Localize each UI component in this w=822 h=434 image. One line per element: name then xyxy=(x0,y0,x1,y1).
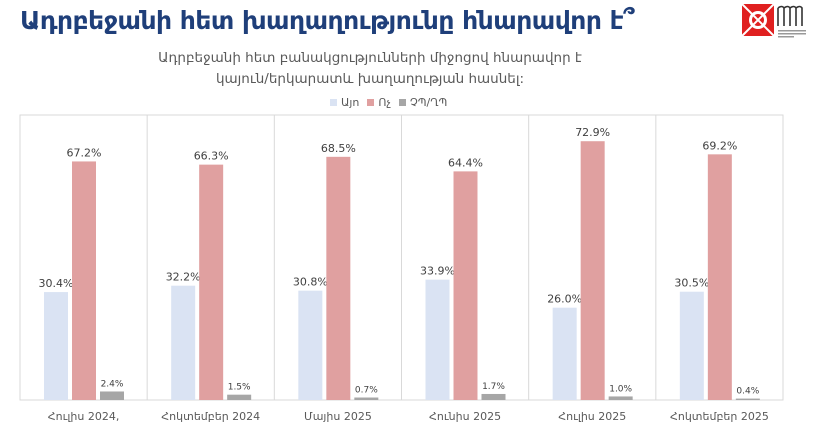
bar-yes xyxy=(298,290,323,400)
data-label: 69.2% xyxy=(702,139,737,152)
legend-label: Ոչ xyxy=(378,96,391,109)
bar-no xyxy=(326,156,351,400)
x-tick-label: Մայիս 2025 xyxy=(304,410,372,423)
bar-dk xyxy=(227,394,252,400)
data-label: 32.2% xyxy=(166,271,201,284)
legend-item-no: Ոչ xyxy=(367,96,391,109)
bar-dk xyxy=(481,393,506,400)
data-label: 26.0% xyxy=(547,293,582,306)
subtitle-line-2: կայուն/երկարատև խաղաղության հասնել: xyxy=(215,71,525,87)
bar-yes xyxy=(425,279,450,400)
bar-dk xyxy=(735,398,760,400)
bar-yes xyxy=(44,292,68,400)
data-label: 30.4% xyxy=(39,277,74,290)
data-label: 30.5% xyxy=(674,277,709,290)
x-tick-label: Հոկտեմբեր 2025 xyxy=(670,410,769,423)
bar-no xyxy=(199,164,224,400)
bar-no xyxy=(580,141,605,400)
data-label: 0.4% xyxy=(736,387,759,397)
legend-item-dk: ՉՊ/ՂՊ xyxy=(398,96,448,109)
data-label: 1.0% xyxy=(609,384,632,394)
data-label: 68.5% xyxy=(321,142,356,155)
data-label: 30.8% xyxy=(293,276,328,289)
logo xyxy=(741,3,806,38)
legend: Այո Ոչ ՉՊ/ՂՊ xyxy=(330,96,447,109)
data-label: 72.9% xyxy=(575,126,610,139)
data-label: 66.3% xyxy=(194,150,229,163)
legend-swatch xyxy=(330,99,337,106)
bar-no xyxy=(453,171,478,400)
bar-yes xyxy=(171,285,196,400)
bar-no xyxy=(72,161,96,400)
bar-yes xyxy=(679,291,704,400)
data-label: 1.7% xyxy=(482,382,505,392)
data-label: 1.5% xyxy=(228,383,251,393)
x-tick-label: Հուլիս 2024, xyxy=(48,410,120,423)
bar-dk xyxy=(608,396,633,400)
legend-item-yes: Այո xyxy=(330,96,359,109)
x-tick-label: Հոկտեմբեր 2024 xyxy=(161,410,260,423)
legend-label: ՉՊ/ՂՊ xyxy=(409,96,448,109)
x-tick-label: Հուլիս 2025 xyxy=(558,410,626,423)
bar-dk xyxy=(354,397,379,400)
bar-dk xyxy=(100,391,124,400)
x-tick-label: Հունիս 2025 xyxy=(429,410,501,423)
data-label: 67.2% xyxy=(67,146,102,159)
legend-label: Այո xyxy=(341,96,360,109)
chart-subtitle: Ադրբեջանի հետ բանակցությունների միջոցով … xyxy=(100,48,640,90)
data-label: 64.4% xyxy=(448,156,483,169)
bar-yes xyxy=(552,307,577,400)
chart-title: Ադրբեջանի հետ խաղաղությունը հնարավոր է՞ xyxy=(20,6,635,35)
data-label: 2.4% xyxy=(101,379,124,389)
legend-swatch xyxy=(367,99,375,106)
legend-swatch xyxy=(398,99,406,106)
subtitle-line-1: Ադրբեջանի հետ բանակցությունների միջոցով … xyxy=(158,50,582,66)
data-label: 33.9% xyxy=(420,265,455,278)
bar-no xyxy=(707,154,732,400)
data-label: 0.7% xyxy=(355,386,378,396)
